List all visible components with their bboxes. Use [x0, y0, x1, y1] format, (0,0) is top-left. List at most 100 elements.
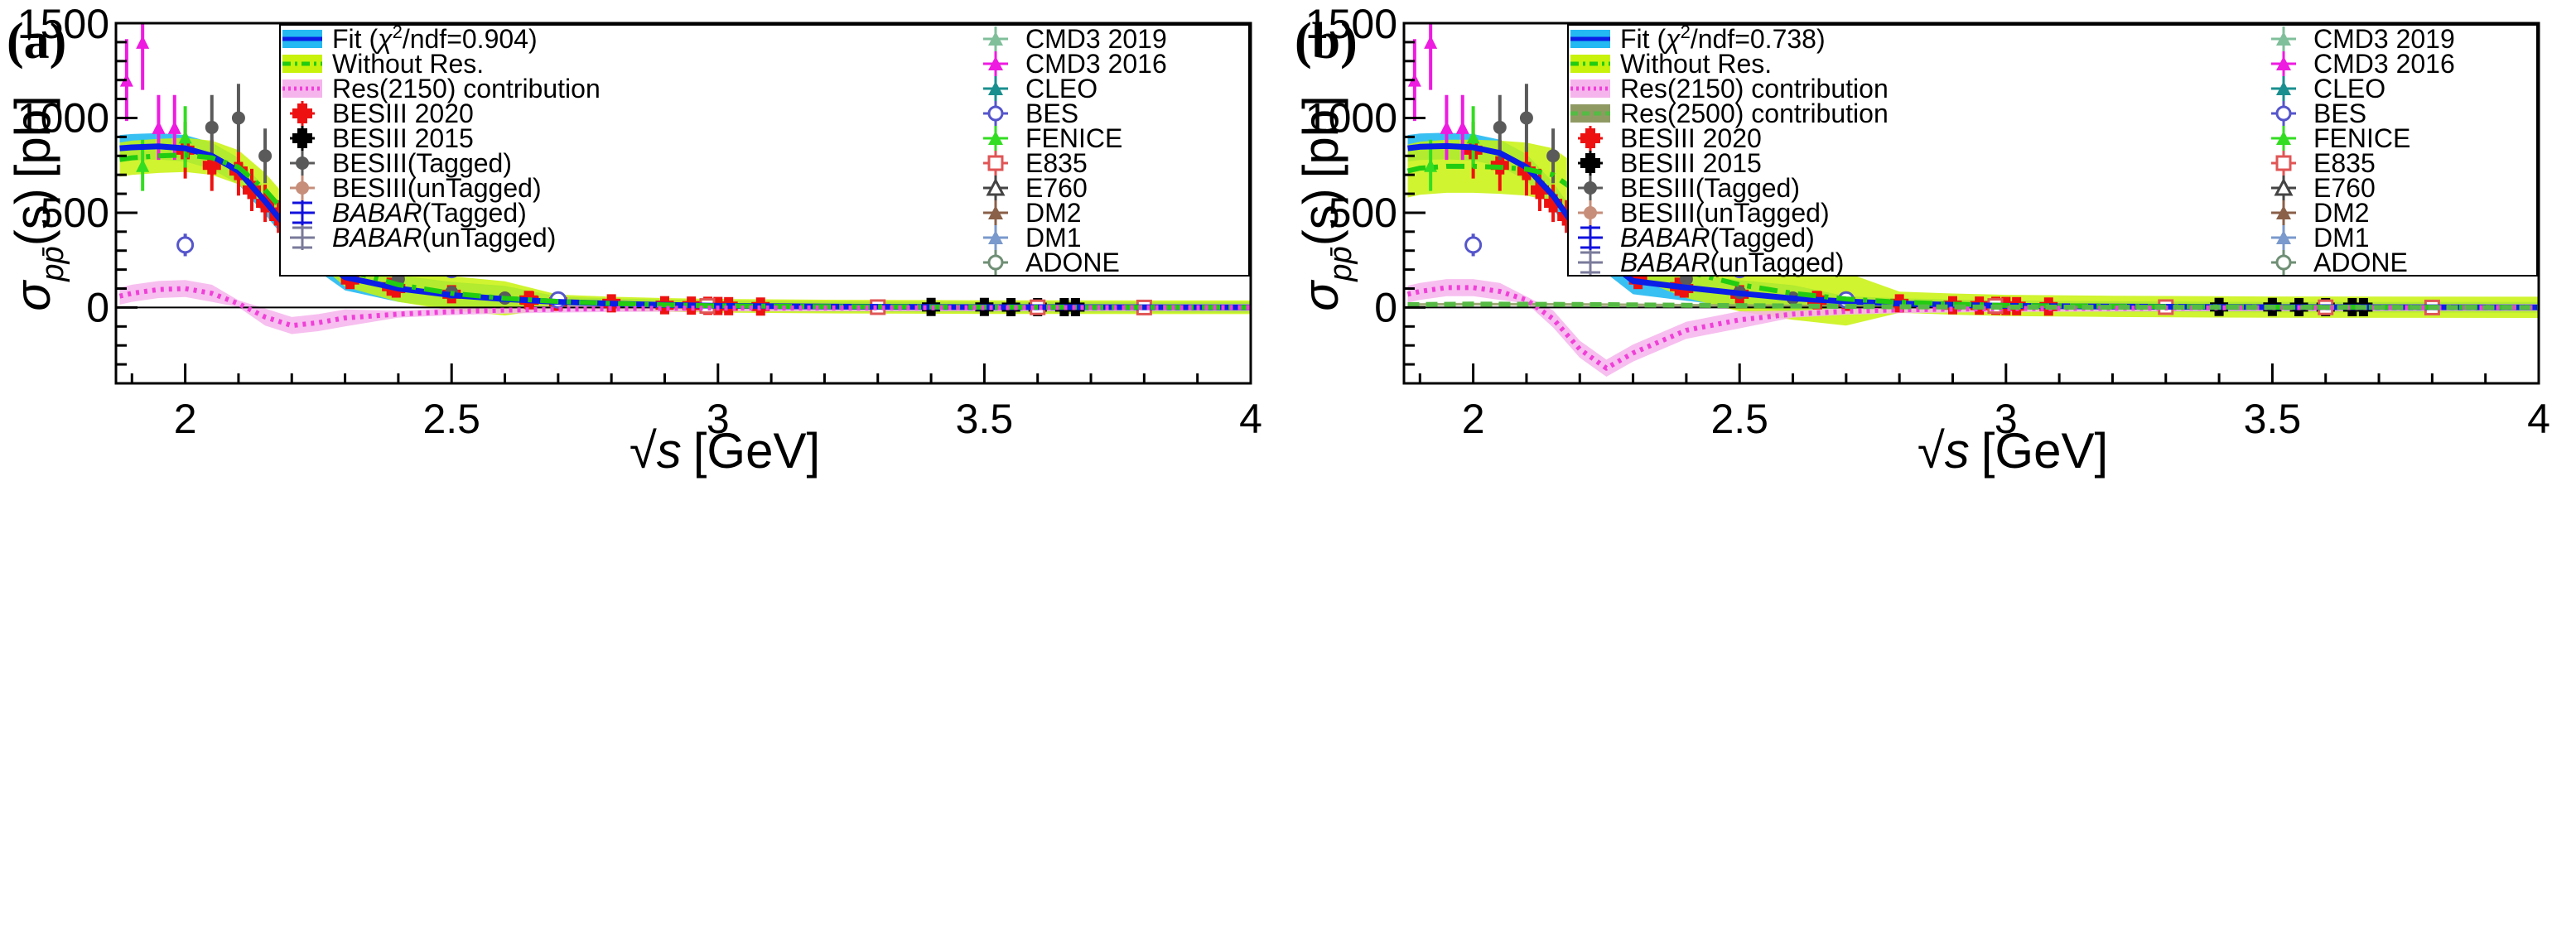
y-axis-subscript: pp̄	[1324, 246, 1358, 281]
legend-entry: DM2	[2271, 198, 2370, 228]
legend-marker	[2276, 31, 2291, 46]
x-axis-var: s	[1945, 423, 1970, 479]
legend-label-text: CMD3 2016	[1025, 49, 1167, 79]
legend-label: Without Res.	[332, 49, 484, 79]
legend-entry: BABAR(Tagged)	[1578, 223, 1815, 253]
legend-entry: Res(2150) contribution	[282, 74, 601, 103]
data-point-cmd3-2016	[1440, 94, 1454, 161]
legend-label: BABAR(unTagged)	[332, 223, 556, 253]
legend-entry: Without Res.	[282, 49, 484, 79]
legend-entry: BES	[2271, 99, 2366, 128]
legend-label: E835	[1025, 148, 1088, 178]
legend-entry: CLEO	[983, 74, 1097, 103]
legend-label: E760	[1025, 173, 1088, 203]
data-point-bes	[176, 233, 195, 257]
legend-label: DM2	[2313, 198, 2370, 228]
x-tick-label: 3	[707, 396, 730, 442]
legend-label-italic: BABAR	[332, 198, 422, 228]
legend-entry: BES	[983, 99, 1078, 128]
y-axis-title: σpp̄(s) [pb]	[1293, 95, 1358, 311]
data-point-besiii-tagged-	[258, 128, 273, 184]
x-tick-label: 3	[1995, 396, 2018, 442]
legend-label: CMD3 2019	[1025, 24, 1167, 54]
legend-label-text: ADONE	[1025, 248, 1120, 277]
legend-label-rest: (Tagged)	[1710, 223, 1814, 253]
x-axis-unit: [GeV]	[693, 423, 820, 479]
legend-label: BABAR(Tagged)	[1620, 223, 1815, 253]
panel-label: (a)	[7, 13, 66, 70]
y-tick-label: 1500	[1305, 1, 1397, 47]
panel-a: 2 2.5 3 3.5 4 0 500 1000 1500(a) √s [GeV] σpp̄(s) [p…	[5, 1, 1262, 479]
legend-label: DM1	[2313, 223, 2370, 253]
y-axis-subscript: pp̄	[36, 246, 70, 281]
data-point-besiii-tagged-	[1519, 84, 1533, 152]
y-axis-unit: [pb]	[1293, 95, 1348, 178]
legend-marker	[988, 131, 1003, 145]
x-tick-label: 4	[2527, 396, 2550, 442]
x-axis-sqrt: √	[630, 423, 657, 479]
legend-band-swatch	[1570, 104, 1610, 123]
legend-label-text: CMD3 2016	[2313, 49, 2455, 79]
legend-label-text: Res(2150) contribution	[332, 74, 601, 103]
legend-entry: ADONE	[983, 248, 1120, 277]
legend-entry: BESIII(unTagged)	[1578, 198, 1830, 228]
legend-label: BESIII 2015	[1620, 148, 1762, 178]
legend-entry: E760	[2271, 173, 2376, 203]
panel-label: (b)	[1295, 13, 1358, 70]
y-axis-unit: [pb]	[5, 95, 60, 178]
y-tick-label: 0	[1374, 284, 1397, 330]
legend-entry: BABAR(unTagged)	[290, 223, 556, 253]
legend-marker	[2275, 105, 2292, 122]
legend-label-text: BESIII(unTagged)	[332, 173, 542, 203]
y-axis-title: σpp̄(s) [pb]	[5, 95, 70, 311]
legend-marker	[1585, 128, 1595, 148]
legend-entry: BESIII 2015	[290, 123, 474, 153]
legend-entry: BESIII 2020	[290, 99, 474, 128]
legend-label-text: Without Res.	[1620, 49, 1772, 79]
legend-label: CMD3 2016	[1025, 49, 1167, 79]
legend-entry: DM1	[2271, 223, 2370, 253]
x-tick-label: 2.5	[422, 396, 480, 442]
series-line-res-2150-contribution	[1406, 285, 2539, 371]
y-tick-label: 1500	[17, 1, 109, 47]
data-point-besiii-tagged-	[205, 94, 219, 161]
legend-entry: CMD3 2019	[2271, 24, 2455, 54]
legend: Fit (χ2/ndf=0.738)Without Res.Res(2150) …	[1567, 22, 2538, 277]
legend-label-text: DM1	[2313, 223, 2370, 253]
plot-frame	[1402, 22, 2540, 385]
legend-label: CMD3 2016	[2313, 49, 2455, 79]
legend-entry: E760	[983, 173, 1088, 203]
data-point-cmd3-2016	[136, 23, 150, 90]
legend-entry: BESIII 2020	[1578, 123, 1762, 153]
legend-label-text: BESIII 2020	[1620, 123, 1762, 153]
legend-marker	[988, 230, 1003, 244]
legend-entry: FENICE	[983, 123, 1122, 153]
legend-label: BES	[1025, 99, 1078, 128]
legend-label-text: DM1	[1025, 223, 1082, 253]
legend-label-text: DM2	[2313, 198, 2370, 228]
legend-marker	[2276, 205, 2291, 219]
legend-entry: E835	[983, 148, 1088, 178]
x-tick-label: 2	[1462, 396, 1485, 442]
legend-entry: DM2	[983, 198, 1082, 228]
legend-label-text: CLEO	[1025, 74, 1097, 103]
legend-label-text: Res(2150) contribution	[1620, 74, 1889, 103]
legend-label: BESIII 2020	[332, 99, 474, 128]
legend-label-text: CLEO	[2313, 74, 2385, 103]
y-tick-label: 500	[41, 190, 109, 236]
x-tick-label: 3.5	[956, 396, 1014, 442]
x-tick-label: 2	[174, 396, 197, 442]
legend-entry: Fit (χ2/ndf=0.904)	[282, 22, 538, 54]
data-point-besiii-2020	[1531, 168, 1550, 212]
legend-marker	[297, 128, 307, 148]
legend-box	[279, 24, 1250, 277]
legend-label: DM1	[1025, 223, 1082, 253]
x-axis-unit: [GeV]	[1981, 423, 2108, 479]
legend-label-text: BESIII 2015	[1620, 148, 1762, 178]
legend-label: E760	[2313, 173, 2376, 203]
y-axis-sigma: σ	[1293, 279, 1348, 311]
legend-entry: Without Res.	[1570, 49, 1772, 79]
legend-label-text: Without Res.	[332, 49, 484, 79]
legend-entry: BESIII(Tagged)	[290, 148, 512, 178]
legend-entry: BESIII(unTagged)	[290, 173, 542, 203]
